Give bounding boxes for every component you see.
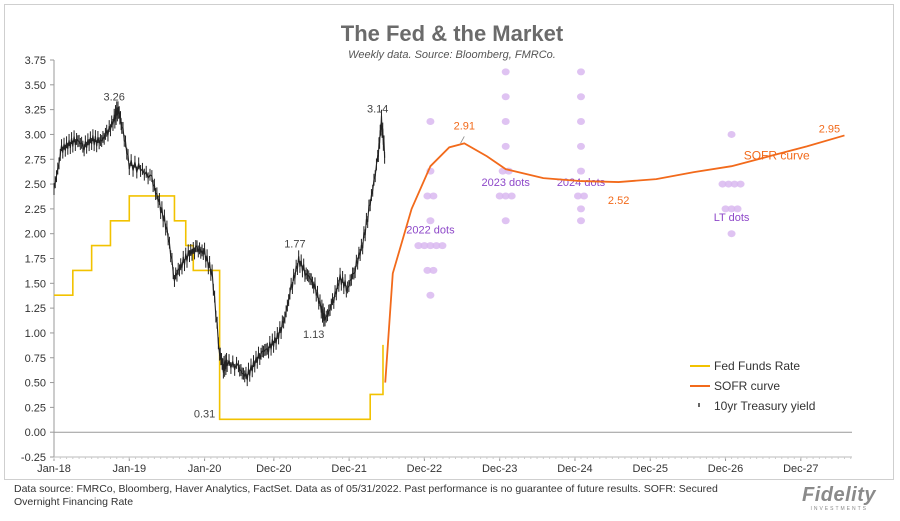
value-annotation: 2.95	[819, 123, 840, 135]
legend-swatch	[698, 403, 700, 407]
fomc-dot	[414, 242, 423, 250]
y-tick-label: 3.25	[25, 105, 46, 117]
fomc-dot	[423, 192, 432, 200]
fomc-dot	[432, 242, 441, 250]
fomc-dot	[438, 242, 447, 250]
y-tick-label: 2.75	[25, 154, 46, 166]
chart-frame	[4, 4, 894, 480]
y-tick-label: 0.50	[25, 378, 46, 390]
fomc-dot	[501, 142, 510, 150]
fomc-dot	[501, 93, 510, 101]
fomc-dot	[429, 266, 438, 274]
y-tick-label: 3.50	[25, 80, 46, 92]
annotation-leader	[460, 136, 465, 144]
x-tick-label: Dec-20	[256, 463, 291, 475]
sofr-curve-label: SOFR curve	[744, 148, 810, 162]
fomc-dot	[576, 205, 585, 213]
fomc-dot	[573, 192, 582, 200]
fomc-dot	[721, 205, 730, 213]
x-tick-label: Jan-18	[37, 463, 71, 475]
y-tick-label: 0.75	[25, 353, 46, 365]
fomc-dot	[718, 180, 727, 188]
value-annotation: 2.91	[454, 120, 475, 132]
legend-label: 10yr Treasury yield	[714, 399, 815, 413]
fed-market-chart: The Fed & the Market Weekly data. Source…	[21, 21, 852, 475]
value-annotation: 0.31	[194, 408, 215, 420]
x-tick-label: Jan-20	[188, 463, 222, 475]
fomc-dot	[501, 192, 510, 200]
dot-group-label: 2022 dots	[406, 225, 455, 237]
sofr-curve-line	[384, 134, 845, 383]
fomc-dot	[727, 205, 736, 213]
series-lines	[53, 101, 845, 421]
fed-funds-rate-line	[54, 195, 384, 421]
value-annotation: 3.14	[367, 104, 388, 116]
fidelity-tagline: INVESTMENTS	[810, 506, 868, 512]
fomc-dot	[724, 180, 733, 188]
fomc-dot	[495, 192, 504, 200]
fomc-dot	[730, 180, 739, 188]
fomc-dot	[429, 192, 438, 200]
axes: 3.75 3.50 3.25 3.00 2.75 2.50 2.25 2.00 1.75 1.50…	[21, 55, 852, 475]
x-tick-label: Dec-27	[783, 463, 818, 475]
x-tick-label: Dec-24	[557, 463, 592, 475]
fomc-dot	[426, 291, 435, 299]
fomc-dot	[426, 242, 435, 250]
value-annotation: 3.26	[104, 92, 125, 104]
fomc-dot	[576, 142, 585, 150]
value-annotation: 1.13	[303, 329, 324, 341]
fomc-dot	[426, 217, 435, 225]
y-tick-label: -0.25	[21, 452, 46, 464]
x-tick-label: Dec-22	[407, 463, 442, 475]
x-tick-label: Dec-26	[708, 463, 743, 475]
y-tick-label: 1.25	[25, 303, 46, 315]
fomc-dot	[507, 192, 516, 200]
y-tick-label: 1.00	[25, 328, 46, 340]
fomc-dot	[501, 68, 510, 76]
y-tick-label: 3.00	[25, 129, 46, 141]
fomc-dot	[727, 230, 736, 238]
fomc-dot	[727, 130, 736, 138]
fomc-dot	[576, 118, 585, 126]
legend-label: SOFR curve	[714, 379, 780, 393]
fomc-dot	[501, 118, 510, 126]
footnote: Data source: FMRCo, Bloomberg, Haver Ana…	[14, 483, 718, 508]
annotations: 3.26 0.31 1.77 1.13 3.14 2.91 2.52 2.95 SOFR cur…	[104, 92, 841, 421]
fomc-dot	[576, 217, 585, 225]
legend-label: Fed Funds Rate	[714, 359, 800, 373]
fomc-dot	[501, 217, 510, 225]
fomc-dot	[579, 192, 588, 200]
fomc-dot	[576, 68, 585, 76]
x-tick-label: Dec-25	[633, 463, 668, 475]
y-tick-label: 2.25	[25, 204, 46, 216]
dot-group-label: LT dots	[714, 212, 750, 224]
x-tick-label: Dec-21	[331, 463, 366, 475]
chart-subtitle: Weekly data. Source: Bloomberg, FMRCo.	[348, 49, 556, 61]
y-tick-label: 0.25	[25, 402, 46, 414]
fomc-dot	[426, 118, 435, 126]
y-tick-label: 3.75	[25, 55, 46, 67]
y-tick-label: 1.75	[25, 254, 46, 266]
y-tick-label: 1.50	[25, 278, 46, 290]
value-annotation: 2.52	[608, 195, 629, 207]
fomc-dot	[576, 167, 585, 175]
dot-plot: 2022 dots 2023 dots 2024 dots LT dots	[406, 68, 750, 299]
chart-title: The Fed & the Market	[341, 21, 564, 46]
y-tick-label: 0.00	[25, 427, 46, 439]
fomc-dot	[420, 242, 429, 250]
fomc-dot	[733, 205, 742, 213]
value-annotation: 1.77	[284, 239, 305, 251]
y-tick-label: 2.00	[25, 229, 46, 241]
fomc-dot	[576, 93, 585, 101]
legend: Fed Funds Rate SOFR curve 10yr Treasury yi…	[690, 359, 815, 413]
x-tick-label: Jan-19	[112, 463, 146, 475]
fomc-dot	[736, 180, 745, 188]
fomc-dot	[423, 266, 432, 274]
dot-group-label: 2024 dots	[557, 177, 606, 189]
treasury-yield-line	[53, 107, 386, 381]
y-tick-label: 2.50	[25, 179, 46, 191]
fidelity-logo: Fidelity	[801, 484, 876, 506]
dot-group-label: 2023 dots	[482, 177, 531, 189]
x-tick-label: Dec-23	[482, 463, 517, 475]
